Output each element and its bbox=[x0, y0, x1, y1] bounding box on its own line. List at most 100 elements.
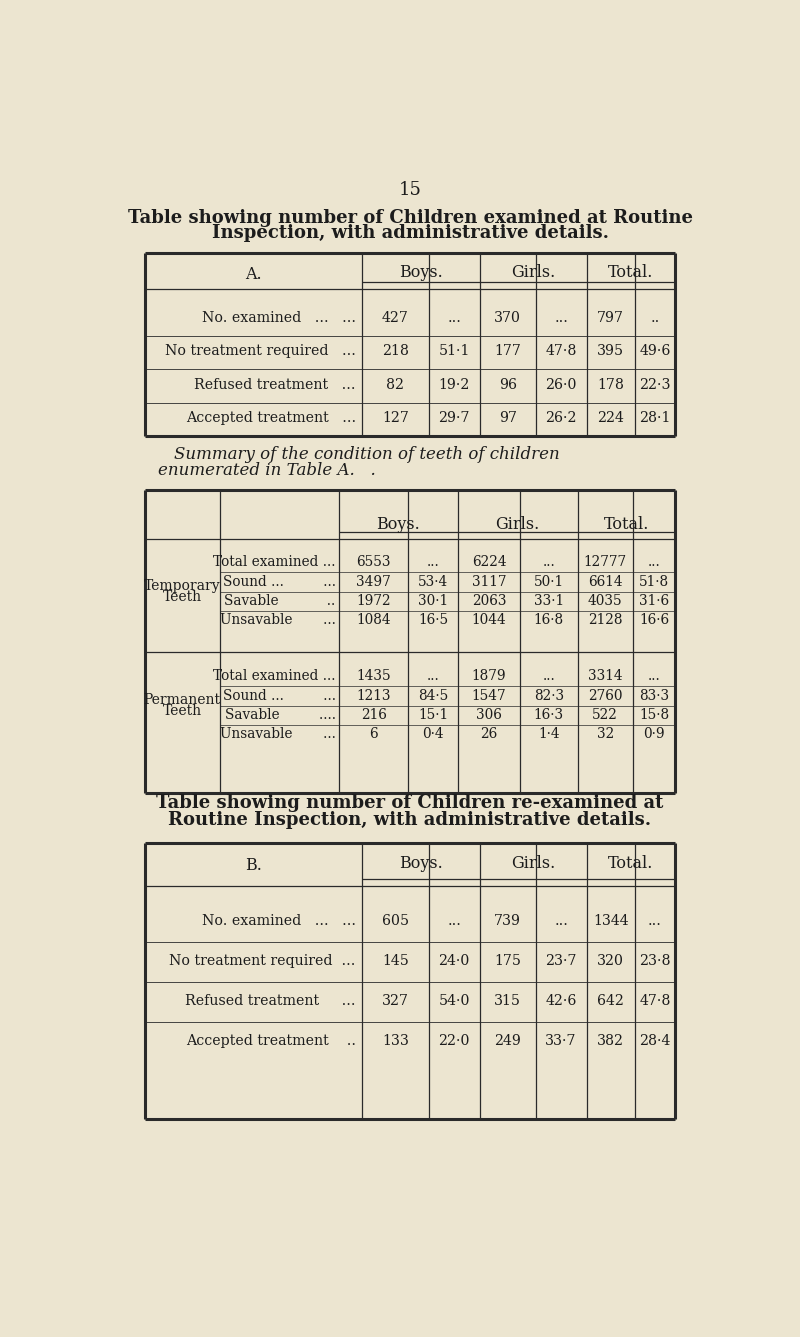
Text: Savable         ....: Savable .... bbox=[225, 707, 336, 722]
Text: ...: ... bbox=[447, 312, 461, 325]
Text: 15: 15 bbox=[398, 180, 422, 199]
Text: 23·7: 23·7 bbox=[546, 955, 577, 968]
Text: 218: 218 bbox=[382, 345, 409, 358]
Text: Permanent: Permanent bbox=[144, 693, 221, 707]
Text: 30·1: 30·1 bbox=[418, 594, 448, 608]
Text: 4035: 4035 bbox=[588, 594, 622, 608]
Text: 605: 605 bbox=[382, 915, 409, 928]
Text: 1344: 1344 bbox=[593, 915, 629, 928]
Text: Table showing number of Children re-examined at: Table showing number of Children re-exam… bbox=[156, 794, 664, 813]
Text: 1044: 1044 bbox=[472, 614, 506, 627]
Text: Savable           ..: Savable .. bbox=[224, 594, 336, 608]
Text: Teeth: Teeth bbox=[162, 705, 202, 718]
Text: 175: 175 bbox=[494, 955, 521, 968]
Text: 54·0: 54·0 bbox=[438, 995, 470, 1008]
Text: Sound ...         ...: Sound ... ... bbox=[222, 689, 336, 702]
Text: 145: 145 bbox=[382, 955, 409, 968]
Text: 6: 6 bbox=[370, 727, 378, 741]
Text: 1435: 1435 bbox=[356, 670, 391, 683]
Text: 315: 315 bbox=[494, 995, 521, 1008]
Text: 47·8: 47·8 bbox=[546, 345, 577, 358]
Text: 3117: 3117 bbox=[472, 575, 506, 588]
Text: No treatment required  ...: No treatment required ... bbox=[170, 955, 356, 968]
Text: ...: ... bbox=[554, 312, 568, 325]
Text: 177: 177 bbox=[494, 345, 521, 358]
Text: 26·0: 26·0 bbox=[546, 377, 577, 392]
Text: 1547: 1547 bbox=[472, 689, 506, 702]
Text: No. examined   ...   ...: No. examined ... ... bbox=[202, 312, 356, 325]
Text: 51·1: 51·1 bbox=[438, 345, 470, 358]
Text: 395: 395 bbox=[597, 345, 624, 358]
Text: 16·8: 16·8 bbox=[534, 614, 564, 627]
Text: 22·3: 22·3 bbox=[639, 377, 670, 392]
Text: 50·1: 50·1 bbox=[534, 575, 564, 588]
Text: 2128: 2128 bbox=[588, 614, 622, 627]
Text: ...: ... bbox=[427, 555, 440, 570]
Text: Girls.: Girls. bbox=[511, 854, 555, 872]
Text: Sound ...         ...: Sound ... ... bbox=[222, 575, 336, 588]
Text: Girls.: Girls. bbox=[496, 516, 540, 533]
Text: Refused treatment   ...: Refused treatment ... bbox=[194, 377, 356, 392]
Text: 127: 127 bbox=[382, 412, 409, 425]
Text: 306: 306 bbox=[476, 707, 502, 722]
Text: 82·3: 82·3 bbox=[534, 689, 564, 702]
Text: Girls.: Girls. bbox=[511, 263, 555, 281]
Text: 26: 26 bbox=[481, 727, 498, 741]
Text: 3497: 3497 bbox=[356, 575, 391, 588]
Text: 19·2: 19·2 bbox=[438, 377, 470, 392]
Text: 28·1: 28·1 bbox=[639, 412, 670, 425]
Text: ...: ... bbox=[427, 670, 440, 683]
Text: Boys.: Boys. bbox=[377, 516, 420, 533]
Text: 739: 739 bbox=[494, 915, 521, 928]
Text: 42·6: 42·6 bbox=[546, 995, 577, 1008]
Text: 82: 82 bbox=[386, 377, 404, 392]
Text: 16·6: 16·6 bbox=[639, 614, 669, 627]
Text: ...: ... bbox=[542, 555, 555, 570]
Text: ..: .. bbox=[650, 312, 659, 325]
Text: 320: 320 bbox=[598, 955, 624, 968]
Text: 2760: 2760 bbox=[588, 689, 622, 702]
Text: 1084: 1084 bbox=[356, 614, 391, 627]
Text: 16·3: 16·3 bbox=[534, 707, 564, 722]
Text: 0·9: 0·9 bbox=[643, 727, 665, 741]
Text: Summary of the condition of teeth of children: Summary of the condition of teeth of chi… bbox=[174, 447, 559, 463]
Text: 216: 216 bbox=[361, 707, 386, 722]
Text: 26·2: 26·2 bbox=[546, 412, 577, 425]
Text: 28·4: 28·4 bbox=[639, 1035, 670, 1048]
Text: 133: 133 bbox=[382, 1035, 409, 1048]
Text: 642: 642 bbox=[598, 995, 624, 1008]
Text: 1879: 1879 bbox=[472, 670, 506, 683]
Text: 83·3: 83·3 bbox=[639, 689, 669, 702]
Text: Unsavable       ...: Unsavable ... bbox=[220, 727, 336, 741]
Text: 797: 797 bbox=[598, 312, 624, 325]
Text: Table showing number of Children examined at Routine: Table showing number of Children examine… bbox=[127, 209, 693, 227]
Text: Total.: Total. bbox=[608, 854, 654, 872]
Text: 47·8: 47·8 bbox=[639, 995, 670, 1008]
Text: 32: 32 bbox=[597, 727, 614, 741]
Text: 427: 427 bbox=[382, 312, 409, 325]
Text: Boys.: Boys. bbox=[399, 854, 442, 872]
Text: 6224: 6224 bbox=[472, 555, 506, 570]
Text: 84·5: 84·5 bbox=[418, 689, 448, 702]
Text: Unsavable       ...: Unsavable ... bbox=[220, 614, 336, 627]
Text: 6614: 6614 bbox=[588, 575, 622, 588]
Text: 178: 178 bbox=[598, 377, 624, 392]
Text: ...: ... bbox=[648, 670, 661, 683]
Text: 1·4: 1·4 bbox=[538, 727, 559, 741]
Text: 51·8: 51·8 bbox=[639, 575, 669, 588]
Text: Accepted treatment    ..: Accepted treatment .. bbox=[186, 1035, 356, 1048]
Text: Total examined ...: Total examined ... bbox=[213, 670, 336, 683]
Text: 96: 96 bbox=[498, 377, 517, 392]
Text: 327: 327 bbox=[382, 995, 409, 1008]
Text: A.: A. bbox=[245, 266, 262, 283]
Text: ...: ... bbox=[648, 915, 662, 928]
Text: 249: 249 bbox=[494, 1035, 521, 1048]
Text: Total.: Total. bbox=[603, 516, 649, 533]
Text: Teeth: Teeth bbox=[162, 590, 202, 604]
Text: Routine Inspection, with administrative details.: Routine Inspection, with administrative … bbox=[169, 810, 651, 829]
Text: ...: ... bbox=[447, 915, 461, 928]
Text: Accepted treatment   ...: Accepted treatment ... bbox=[186, 412, 356, 425]
Text: 522: 522 bbox=[592, 707, 618, 722]
Text: Inspection, with administrative details.: Inspection, with administrative details. bbox=[211, 223, 609, 242]
Text: 12777: 12777 bbox=[584, 555, 627, 570]
